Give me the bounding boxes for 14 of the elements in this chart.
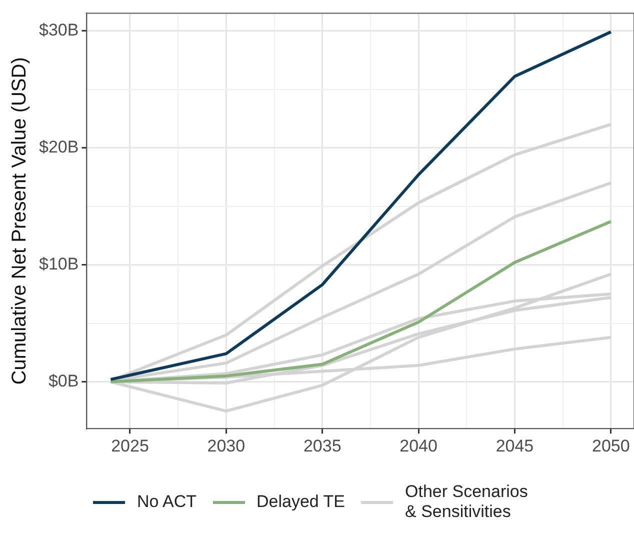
y-tick-label: $30B	[39, 20, 79, 40]
x-tick-label: 2045	[496, 436, 534, 456]
x-tick-label: 2040	[400, 436, 438, 456]
y-tick-label: $10B	[39, 254, 79, 274]
x-tick-label: 2035	[303, 436, 342, 456]
legend-label: No ACT	[136, 492, 196, 513]
legend-label: Other Scenarios & Sensitivities	[405, 482, 529, 523]
y-tick-label: $0B	[48, 371, 79, 390]
x-tick-label: 2050	[592, 436, 630, 456]
y-tick-label: $20B	[39, 137, 79, 156]
x-tick-label: 2025	[111, 436, 149, 456]
y-axis-title: Cumulative Net Present Value (USD)	[8, 57, 31, 385]
x-tick-label: 2030	[207, 436, 246, 456]
legend-label: Delayed TE	[256, 492, 346, 513]
